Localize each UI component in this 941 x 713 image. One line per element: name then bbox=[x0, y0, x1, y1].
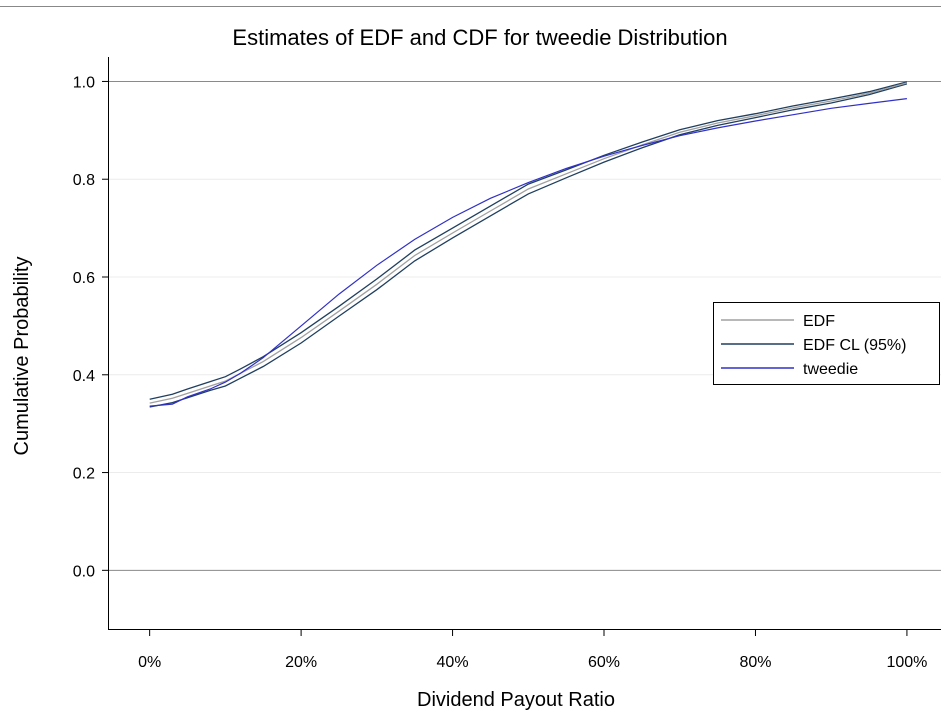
legend-label-tweedie: tweedie bbox=[803, 361, 858, 378]
y-tick-label: 0.2 bbox=[73, 466, 95, 483]
chart-title: Estimates of EDF and CDF for tweedie Dis… bbox=[232, 25, 727, 50]
series-line-tweedie bbox=[149, 98, 907, 407]
x-tick-label: 60% bbox=[588, 654, 620, 671]
x-tick-label: 0% bbox=[138, 654, 161, 671]
x-axis-ticks: 0% 20% 40% 60% 80% 100% bbox=[138, 629, 927, 671]
y-tick-label: 0.8 bbox=[73, 172, 95, 189]
series-line-edf-cl-upper bbox=[149, 81, 908, 400]
y-tick-label: 0.0 bbox=[73, 563, 95, 580]
y-tick-label: 0.4 bbox=[73, 368, 95, 385]
y-axis-label: Cumulative Probability bbox=[11, 257, 33, 456]
x-tick-label: 80% bbox=[739, 654, 771, 671]
legend: EDF EDF CL (95%) tweedie bbox=[713, 302, 940, 385]
y-axis-ticks: 0.0 0.2 0.4 0.6 0.8 1.0 bbox=[73, 74, 108, 580]
series-line-edf-cl-lower bbox=[149, 83, 908, 408]
x-tick-label: 40% bbox=[437, 654, 469, 671]
x-tick-label: 100% bbox=[886, 654, 927, 671]
y-tick-label: 0.6 bbox=[73, 270, 95, 287]
x-tick-label: 20% bbox=[285, 654, 317, 671]
legend-label-edf: EDF bbox=[803, 313, 835, 330]
y-tick-label: 1.0 bbox=[73, 74, 95, 91]
series-line-edf bbox=[149, 82, 908, 404]
legend-label-edf-cl: EDF CL (95%) bbox=[803, 337, 906, 354]
series-layer bbox=[149, 81, 908, 408]
x-axis-label: Dividend Payout Ratio bbox=[417, 689, 615, 711]
